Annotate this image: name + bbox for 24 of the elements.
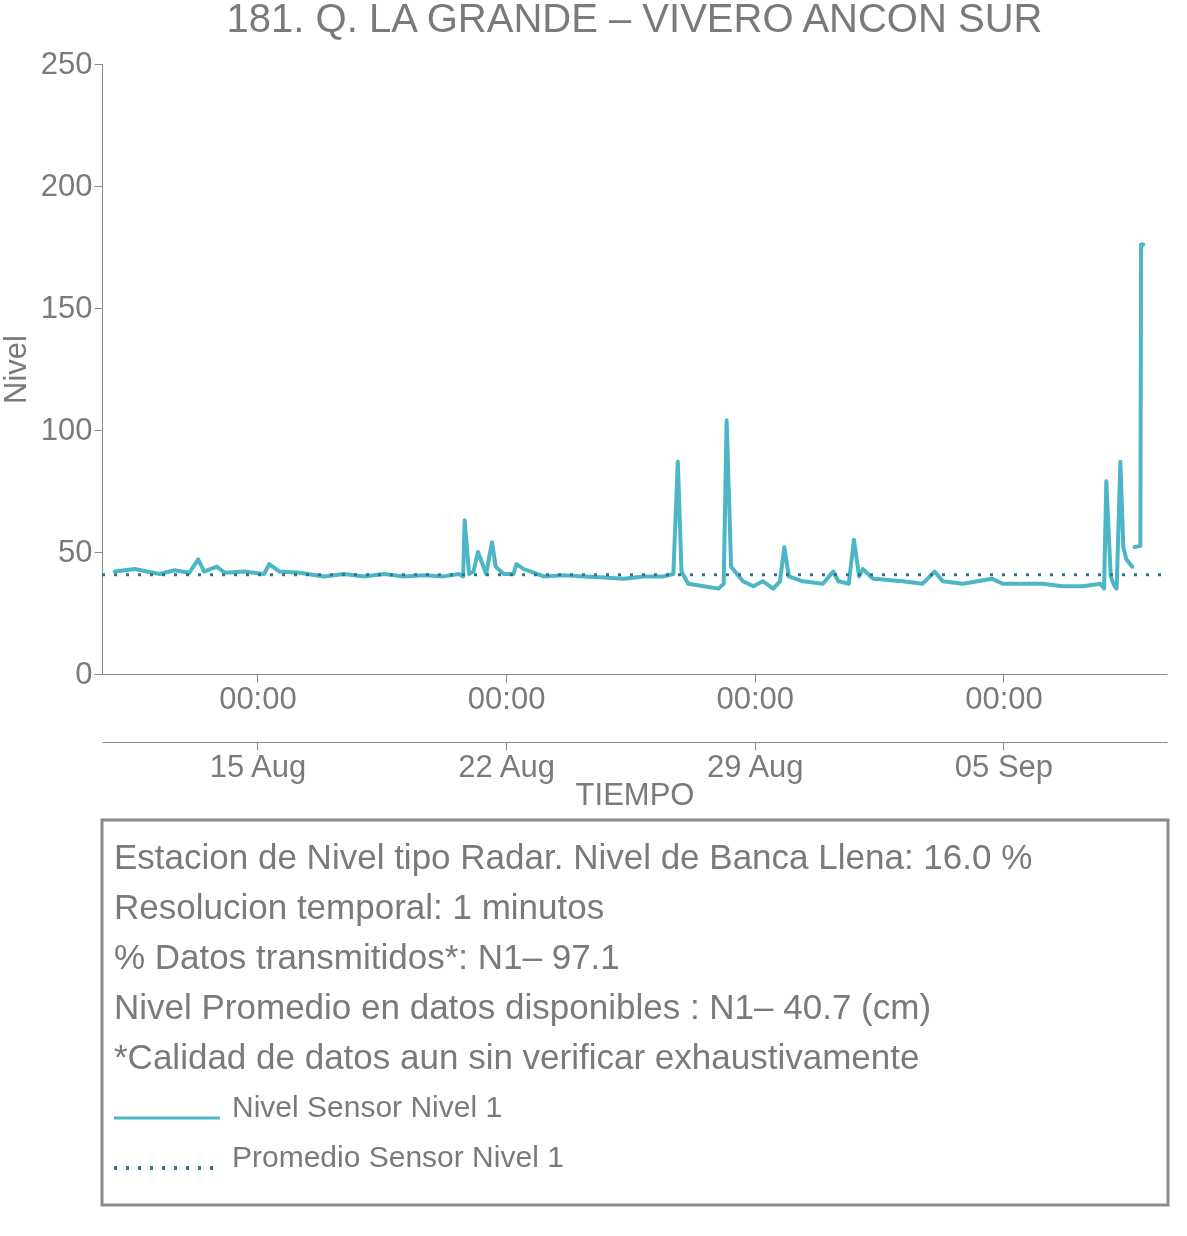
text: *Calidad de datos aun sin verificar exhaustivamente [114,1037,920,1076]
x-tick-label: 00:00 [219,680,297,716]
x-tick-label: 00:00 [965,680,1043,716]
y-tick-label: 50 [58,533,93,569]
chart-title: 181. Q. LA GRANDE – VIVERO ANCON SUR [226,0,1043,40]
x2-tick-label: 05 Sep [954,748,1054,784]
x-axis-title: TIEMPO [575,776,695,812]
legend-label: Promedio Sensor Nivel 1 [232,1140,564,1173]
y-tick-label: 200 [40,167,93,203]
y-tick-label: 0 [75,655,93,691]
x2-tick-label: 15 Aug [209,748,307,784]
x-tick-label: 00:00 [716,680,795,716]
text: Nivel Promedio en datos disponibles : N1– 40.7 (cm) [114,987,932,1026]
x-tick-label: 00:00 [467,680,546,716]
y-tick-label: 150 [40,289,93,325]
text: % Datos transmitidos*: N1– 97.1 [114,937,620,976]
x2-tick-label: 29 Aug [706,748,804,784]
x2-tick-label: 22 Aug [458,748,555,784]
y-tick-label: 100 [40,411,93,447]
y-tick-label: 250 [40,45,93,81]
y-axis-title: Nivel [0,335,33,404]
legend-label: Nivel Sensor Nivel 1 [232,1090,503,1123]
text: Estacion de Nivel tipo Radar. Nivel de Banca Llena: 16.0 % [114,837,1033,876]
text: Resolucion temporal: 1 minutos [114,887,605,926]
